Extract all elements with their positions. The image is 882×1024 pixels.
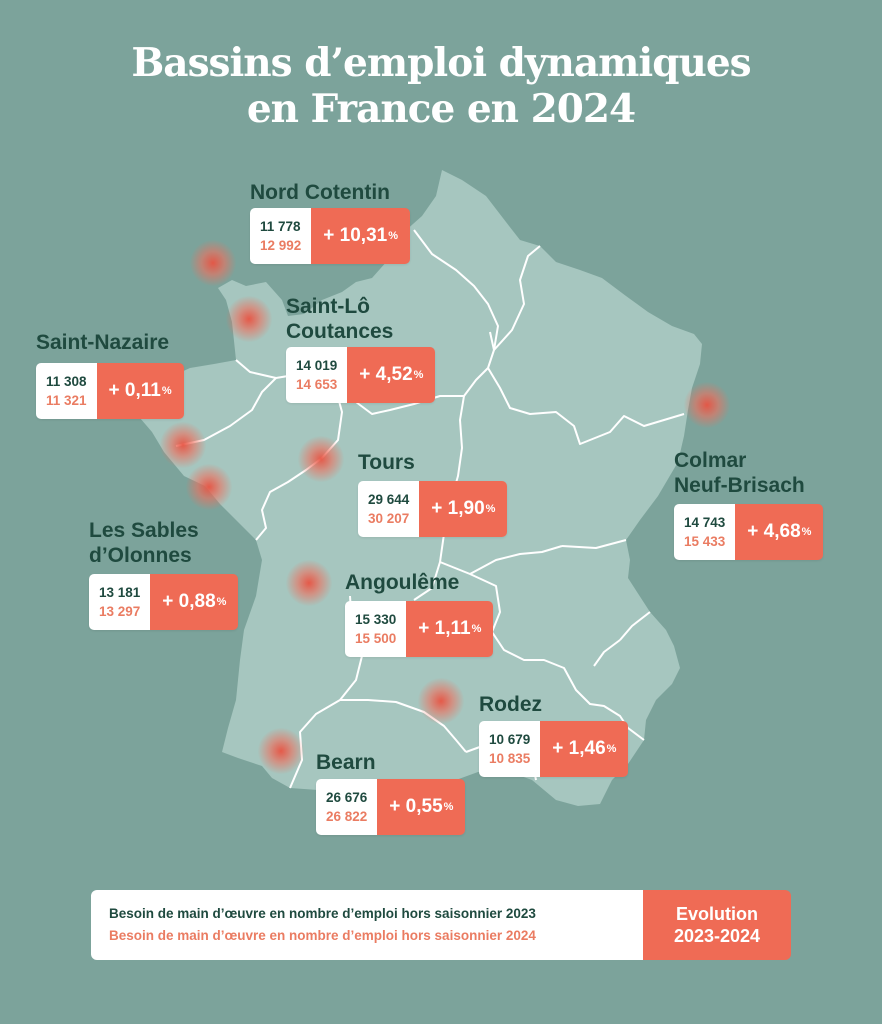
region-saint-nazaire: Saint-Nazaire 11 308 11 321 + 0,11%	[36, 330, 184, 419]
evolution-value: + 0,88	[162, 591, 216, 612]
evolution-badge: + 10,31%	[311, 208, 410, 264]
region-angouleme: Angoulême 15 330 15 500 + 1,11%	[345, 570, 494, 657]
region-name: Colmar	[674, 449, 747, 472]
evolution-unit: %	[388, 230, 398, 242]
evolution-unit: %	[801, 526, 812, 538]
value-2024: 15 500	[355, 631, 397, 646]
value-2023: 11 308	[46, 374, 87, 389]
value-2024: 15 433	[684, 534, 726, 549]
value-2024: 11 321	[46, 393, 87, 408]
region-card: 13 181 13 297 + 0,88%	[89, 574, 239, 630]
value-2023: 10 679	[489, 732, 531, 747]
value-2023: 15 330	[355, 612, 397, 627]
region-tours: Tours 29 644 30 207 + 1,90%	[358, 450, 508, 537]
region-name: Angoulême	[345, 571, 460, 594]
region-name: Saint-Lô	[286, 295, 370, 318]
region-bearn: Bearn 26 676 26 822 + 0,55%	[316, 750, 466, 835]
evolution-value: + 1,11	[418, 618, 471, 639]
legend-2023: Besoin de main d’œuvre en nombre d’emplo…	[109, 906, 536, 921]
marker-saint-nazaire	[160, 422, 206, 468]
legend: Besoin de main d’œuvre en nombre d’emplo…	[91, 890, 791, 960]
title-line-2: en France en 2024	[246, 86, 636, 132]
region-name: Rodez	[479, 693, 542, 716]
evolution-badge: + 0,11%	[96, 363, 184, 419]
marker-colmar	[684, 382, 730, 428]
title-line-1: Bassins d’emploi dynamiques	[131, 40, 751, 86]
value-2023: 11 778	[260, 219, 301, 234]
region-nord-cotentin: Nord Cotentin 11 778 12 992 + 10,31%	[250, 180, 410, 264]
evolution-badge: + 0,88%	[150, 574, 239, 630]
region-card: 29 644 30 207 + 1,90%	[358, 481, 508, 537]
marker-angouleme	[286, 560, 332, 606]
value-2024: 30 207	[368, 511, 410, 526]
evolution-badge: + 4,68%	[735, 504, 824, 560]
region-card: 11 308 11 321 + 0,11%	[36, 363, 184, 419]
region-name: Les Sables	[89, 519, 199, 542]
region-card: 11 778 12 992 + 10,31%	[250, 208, 410, 264]
evolution-value: + 0,11	[108, 380, 161, 401]
evolution-unit: %	[471, 623, 482, 635]
value-2024: 10 835	[489, 751, 531, 766]
value-2023: 14 743	[684, 515, 726, 530]
value-2024: 26 822	[326, 809, 368, 824]
marker-bearn	[258, 728, 304, 774]
evolution-value: + 4,52	[359, 364, 413, 385]
evolution-unit: %	[443, 801, 454, 813]
legend-evolution: Evolution 2023-2024	[643, 890, 791, 960]
region-card: 14 743 15 433 + 4,68%	[674, 504, 824, 560]
region-card: 14 019 14 653 + 4,52%	[286, 347, 436, 403]
region-rodez: Rodez 10 679 10 835 + 1,46%	[479, 692, 629, 777]
region-card: 10 679 10 835 + 1,46%	[479, 721, 629, 777]
evolution-value: + 1,46	[552, 738, 606, 759]
marker-rodez	[418, 678, 464, 724]
region-name: Bearn	[316, 751, 376, 774]
evolution-unit: %	[606, 743, 617, 755]
evolution-value: + 10,31	[323, 225, 388, 246]
evolution-badge: + 1,11%	[406, 601, 494, 657]
region-name-line-2: Coutances	[286, 320, 394, 343]
value-2024: 12 992	[260, 238, 302, 253]
marker-nord-cotentin	[190, 240, 236, 286]
evolution-unit: %	[485, 503, 496, 515]
evolution-badge: + 1,46%	[540, 721, 629, 777]
evolution-badge: + 1,90%	[419, 481, 508, 537]
region-les-sables-d-olonnes: Les Sables d’Olonnes 13 181 13 297 + 0,8…	[89, 518, 239, 630]
marker-tours	[298, 436, 344, 482]
value-2024: 13 297	[99, 604, 141, 619]
legend-text: Besoin de main d’œuvre en nombre d’emplo…	[91, 890, 643, 960]
value-2024: 14 653	[296, 377, 338, 392]
evolution-unit: %	[216, 596, 227, 608]
value-2023: 13 181	[99, 585, 141, 600]
legend-evolution-line-1: Evolution	[676, 904, 758, 924]
evolution-unit: %	[413, 369, 424, 381]
evolution-unit: %	[161, 385, 172, 397]
map-title: Bassins d’emploi dynamiques en France en…	[0, 40, 882, 132]
region-name: Nord Cotentin	[250, 181, 390, 204]
evolution-badge: + 4,52%	[347, 347, 436, 403]
evolution-value: + 4,68	[747, 521, 801, 542]
region-card: 15 330 15 500 + 1,11%	[345, 601, 494, 657]
region-card: 26 676 26 822 + 0,55%	[316, 779, 466, 835]
region-name: Tours	[358, 451, 415, 474]
region-name: Saint-Nazaire	[36, 331, 170, 354]
region-colmar-neuf-brisach: Colmar Neuf-Brisach 14 743 15 433 + 4,68…	[674, 448, 824, 560]
region-name-line-2: d’Olonnes	[89, 544, 192, 567]
marker-les-sables	[186, 464, 232, 510]
legend-2024: Besoin de main d’œuvre en nombre d’emplo…	[109, 928, 536, 943]
evolution-value: + 1,90	[431, 498, 485, 519]
region-name-line-2: Neuf-Brisach	[674, 474, 805, 497]
value-2023: 29 644	[368, 492, 410, 507]
value-2023: 26 676	[326, 790, 368, 805]
region-saint-lo-coutances: Saint-Lô Coutances 14 019 14 653 + 4,52%	[286, 294, 436, 403]
evolution-badge: + 0,55%	[377, 779, 466, 835]
value-2023: 14 019	[296, 358, 338, 373]
legend-evolution-line-2: 2023-2024	[673, 926, 761, 946]
evolution-value: + 0,55	[389, 796, 443, 817]
marker-saint-lo-coutances	[226, 296, 272, 342]
